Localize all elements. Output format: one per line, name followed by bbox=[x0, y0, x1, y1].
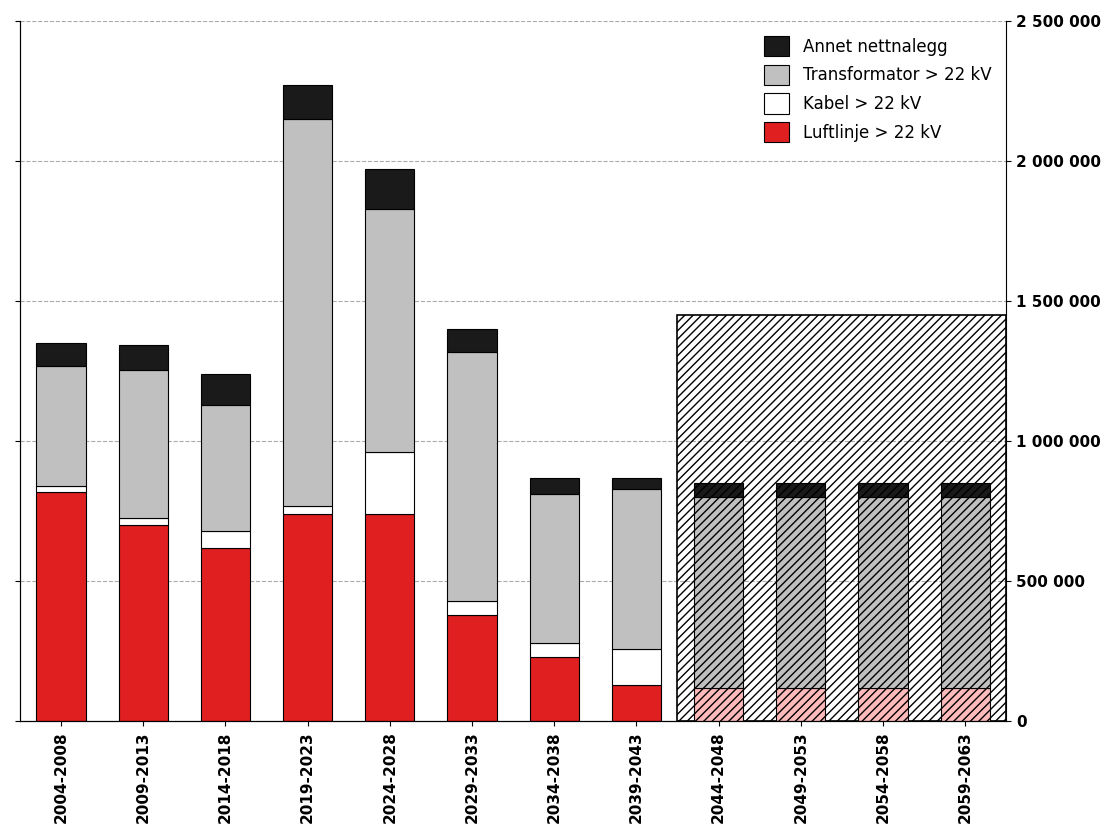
Bar bbox=[941, 688, 990, 722]
Legend: Annet nettnalegg, Transformator > 22 kV, Kabel > 22 kV, Luftlinje > 22 kV: Annet nettnalegg, Transformator > 22 kV,… bbox=[758, 29, 998, 149]
Bar bbox=[612, 649, 661, 685]
Bar bbox=[282, 119, 333, 505]
Bar bbox=[37, 486, 86, 492]
Bar bbox=[365, 169, 414, 209]
Bar bbox=[118, 518, 167, 525]
Bar bbox=[282, 505, 333, 514]
Bar bbox=[612, 489, 661, 649]
Bar bbox=[776, 484, 826, 497]
Bar bbox=[37, 492, 86, 722]
Bar bbox=[858, 497, 907, 688]
Bar bbox=[858, 688, 907, 722]
Bar bbox=[118, 344, 167, 370]
Bar bbox=[282, 514, 333, 722]
Bar bbox=[941, 484, 990, 497]
Bar bbox=[448, 329, 497, 352]
Bar bbox=[776, 688, 826, 722]
Bar bbox=[858, 484, 907, 497]
Bar bbox=[118, 370, 167, 518]
Bar bbox=[201, 374, 250, 405]
Bar bbox=[201, 548, 250, 722]
Bar bbox=[448, 601, 497, 615]
Bar bbox=[529, 657, 579, 722]
Bar bbox=[694, 497, 743, 688]
Bar bbox=[201, 405, 250, 531]
Bar bbox=[694, 688, 743, 722]
Bar bbox=[776, 497, 826, 688]
Bar bbox=[612, 685, 661, 722]
Bar bbox=[448, 352, 497, 601]
Bar bbox=[694, 484, 743, 497]
Bar bbox=[529, 478, 579, 494]
Bar bbox=[529, 643, 579, 657]
Bar bbox=[118, 525, 167, 722]
Bar bbox=[448, 615, 497, 722]
Bar bbox=[529, 494, 579, 643]
Bar bbox=[282, 85, 333, 119]
Bar bbox=[201, 531, 250, 548]
Bar bbox=[365, 514, 414, 722]
Bar bbox=[365, 453, 414, 514]
Bar bbox=[37, 365, 86, 486]
Bar bbox=[365, 209, 414, 453]
Bar bbox=[941, 497, 990, 688]
Bar bbox=[37, 344, 86, 365]
Bar bbox=[612, 478, 661, 489]
Bar bbox=[677, 315, 1007, 722]
